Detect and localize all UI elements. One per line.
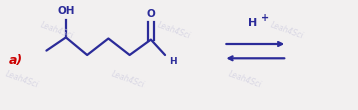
Text: Leah4Sci: Leah4Sci xyxy=(269,21,305,41)
Text: Leah4Sci: Leah4Sci xyxy=(156,21,192,41)
Text: Leah4Sci: Leah4Sci xyxy=(39,21,75,41)
Text: +: + xyxy=(261,13,269,23)
Text: O: O xyxy=(146,9,155,19)
Text: H: H xyxy=(169,57,177,66)
Text: OH: OH xyxy=(57,6,75,16)
Text: Leah4Sci: Leah4Sci xyxy=(227,69,262,89)
Text: H: H xyxy=(248,17,257,28)
Text: Leah4Sci: Leah4Sci xyxy=(4,69,39,89)
Text: a): a) xyxy=(9,54,23,67)
Text: Leah4Sci: Leah4Sci xyxy=(110,69,146,89)
